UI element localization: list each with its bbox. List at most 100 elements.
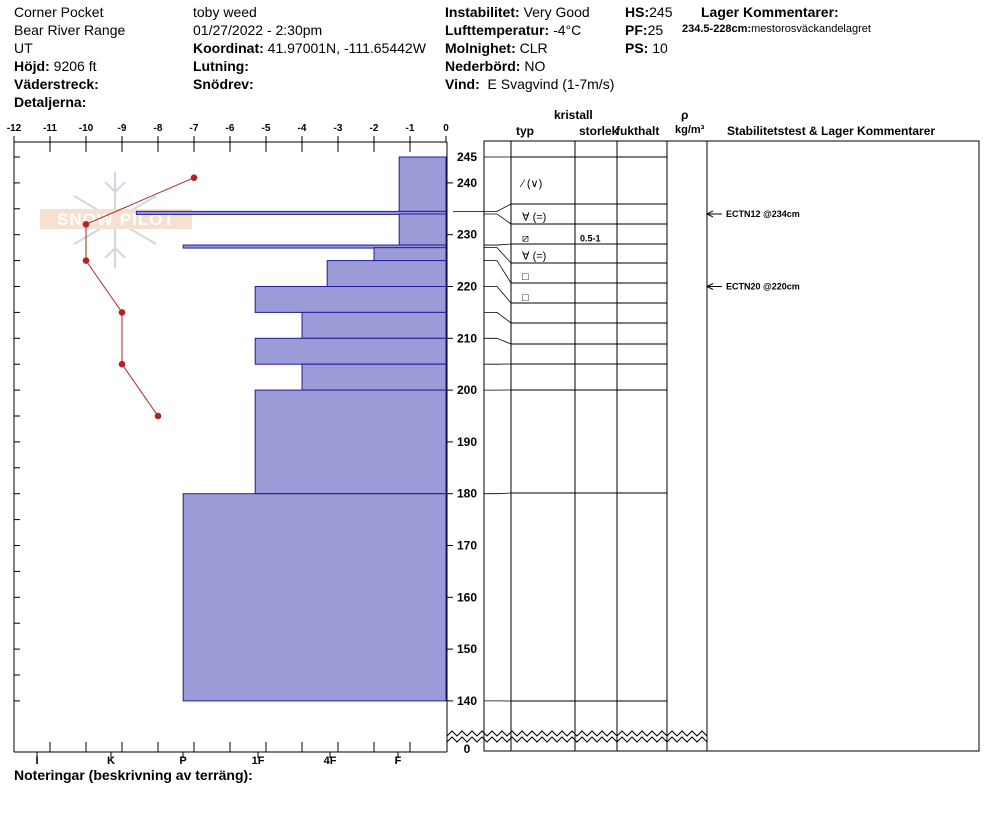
temp-tick-label: -11 [43, 123, 57, 134]
hardness-layer [398, 156, 447, 212]
height-tick-label: 150 [457, 642, 477, 656]
location-name: Corner Pocket [14, 4, 104, 20]
temp-tick-label: 0 [443, 123, 449, 134]
precip-value: NO [524, 58, 546, 74]
elevation: Höjd: 9206 ft [14, 57, 96, 75]
cloud-label: Molnighet: [445, 40, 516, 56]
temperature-point [82, 221, 90, 228]
layer-comments-title: Lager Kommentarer: [701, 4, 839, 20]
elevation-value: 9206 ft [53, 58, 97, 74]
hardness-tick-label: 1F [252, 755, 265, 767]
layer-comment: 234.5-228cm:mestorosväckandelagret [682, 22, 871, 36]
crystal-size: 0.5-1 [580, 233, 601, 243]
air-temperature: Lufttemperatur: -4°C [445, 21, 581, 39]
cloud-value: CLR [519, 40, 548, 56]
temperature-point [118, 360, 126, 368]
hardness-tick-label: I [35, 755, 38, 767]
hardness-layer [373, 247, 447, 262]
layer-comment-depth: 234.5-228cm: [682, 23, 752, 35]
height-tick-label: 245 [457, 150, 477, 164]
stability-arrowhead [705, 283, 714, 290]
airtemp-value: -4°C [553, 22, 582, 38]
temp-tick-label: -4 [298, 123, 307, 134]
temp-tick-label: -12 [7, 123, 22, 134]
aspect-label: Väderstreck: [14, 76, 99, 92]
precip-label: Nederbörd: [445, 58, 521, 74]
height-tick-label: 200 [457, 383, 477, 397]
temp-tick-label: -1 [406, 123, 415, 134]
crystal-type: ∀ (=) [522, 250, 546, 262]
hardness-layer [182, 244, 447, 249]
depth-connector [484, 260, 512, 284]
airtemp-label: Lufttemperatur: [445, 22, 550, 38]
axis-break-top [446, 730, 708, 737]
stability-header: Stabilitetstest & Lager Kommentarer [727, 124, 936, 138]
wind-value: E Svagvind (1-7m/s) [487, 76, 615, 92]
crystal-type: ∀ (=) [522, 212, 546, 224]
temperature-point [118, 309, 126, 316]
temperature-line [85, 177, 195, 417]
cloud-cover: Molnighet: CLR [445, 39, 548, 57]
wind: Vind: E Svagvind (1-7m/s) [445, 75, 614, 93]
height-tick-label: 230 [457, 228, 477, 242]
depth-connector [484, 286, 512, 304]
snowdrift-label: Snödrev: [193, 76, 254, 92]
snowpilot-watermark: SNOW PILOT [40, 172, 192, 268]
hs-value: 245 [649, 4, 673, 20]
temperature-point [154, 412, 162, 420]
hardness-tick-label: K [107, 755, 115, 767]
slope-label: Lutning: [193, 58, 249, 74]
height-tick-label: 180 [457, 487, 477, 501]
precipitation: Nederbörd: NO [445, 57, 545, 75]
depth-connector [484, 213, 512, 225]
elevation-label: Höjd: [14, 58, 50, 74]
crystal-header: kristall [554, 108, 593, 122]
height-tick-label: 170 [457, 539, 477, 553]
crystal-type: ⁄ (∨) [519, 178, 542, 190]
temp-tick-label: -9 [118, 123, 127, 134]
hs-label: HS: [625, 4, 650, 20]
snow-height: HS:245 [625, 3, 672, 21]
type-header: typ [516, 124, 534, 138]
temp-tick-label: -8 [154, 123, 163, 134]
datetime: 01/27/2022 - 2:30pm [193, 22, 323, 38]
hardness-layer [254, 337, 447, 365]
stability-test-label: ECTN20 @220cm [726, 282, 800, 292]
height-tick-label: 190 [457, 435, 477, 449]
coordinates: Koordinat: 41.97001N, -111.65442W [193, 39, 426, 57]
state: UT [14, 40, 33, 56]
rho-header: ρ [681, 108, 689, 122]
ski-penetration: PS: 10 [625, 39, 668, 57]
height-tick-label: 220 [457, 280, 477, 294]
pf-value: 25 [647, 22, 664, 38]
hardness-layer [135, 210, 447, 215]
stability-test-label: ECTN12 @234cm [726, 209, 800, 219]
temp-tick-label: -2 [370, 123, 379, 134]
temperature-point [82, 257, 90, 264]
height-tick-label: 0 [464, 742, 471, 756]
instability-label: Instabilitet: [445, 4, 520, 20]
hardness-tick-label: P [179, 755, 186, 767]
table-frame [483, 140, 980, 752]
crystal-type: □ [522, 292, 529, 304]
instability: Instabilitet: Very Good [445, 3, 590, 21]
depth-connector [484, 492, 512, 495]
depth-connector [484, 247, 512, 264]
hardness-layer [301, 363, 447, 391]
size-header: storlek [579, 124, 619, 138]
hardness-layer [254, 389, 447, 495]
height-tick-label: 210 [457, 331, 477, 345]
temp-tick-label: -3 [334, 123, 343, 134]
depth-connector [484, 337, 512, 345]
ps-value: 10 [652, 40, 668, 56]
hardness-layer [301, 311, 447, 339]
wind-label: Vind: [445, 76, 480, 92]
details-label: Detaljerna: [14, 94, 87, 110]
hardness-tick-label: 4F [324, 755, 337, 767]
pf-label: PF: [625, 22, 648, 38]
hardness-tick-label: F [395, 755, 402, 767]
crystal-type: □ [522, 271, 529, 283]
notes-label: Noteringar (beskrivning av terräng): [14, 767, 253, 783]
height-tick-label: 240 [457, 176, 477, 190]
